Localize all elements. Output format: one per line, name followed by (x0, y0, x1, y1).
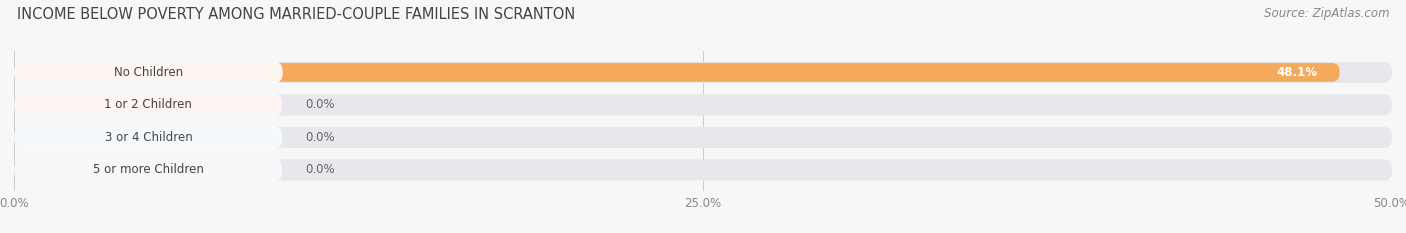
FancyBboxPatch shape (14, 159, 1392, 181)
Text: 0.0%: 0.0% (305, 163, 335, 176)
Text: 0.0%: 0.0% (305, 131, 335, 144)
FancyBboxPatch shape (14, 127, 283, 148)
Text: 5 or more Children: 5 or more Children (93, 163, 204, 176)
FancyBboxPatch shape (14, 161, 283, 179)
Text: Source: ZipAtlas.com: Source: ZipAtlas.com (1264, 7, 1389, 20)
FancyBboxPatch shape (14, 127, 1392, 148)
Text: 3 or 4 Children: 3 or 4 Children (104, 131, 193, 144)
Text: 48.1%: 48.1% (1277, 66, 1317, 79)
Text: 1 or 2 Children: 1 or 2 Children (104, 98, 193, 111)
FancyBboxPatch shape (14, 62, 283, 83)
Text: No Children: No Children (114, 66, 183, 79)
Text: 0.0%: 0.0% (305, 98, 335, 111)
FancyBboxPatch shape (14, 94, 1392, 116)
Text: INCOME BELOW POVERTY AMONG MARRIED-COUPLE FAMILIES IN SCRANTON: INCOME BELOW POVERTY AMONG MARRIED-COUPL… (17, 7, 575, 22)
FancyBboxPatch shape (14, 128, 283, 147)
FancyBboxPatch shape (14, 62, 1392, 83)
FancyBboxPatch shape (14, 94, 283, 116)
FancyBboxPatch shape (14, 159, 283, 181)
FancyBboxPatch shape (14, 96, 283, 114)
FancyBboxPatch shape (14, 63, 1340, 82)
